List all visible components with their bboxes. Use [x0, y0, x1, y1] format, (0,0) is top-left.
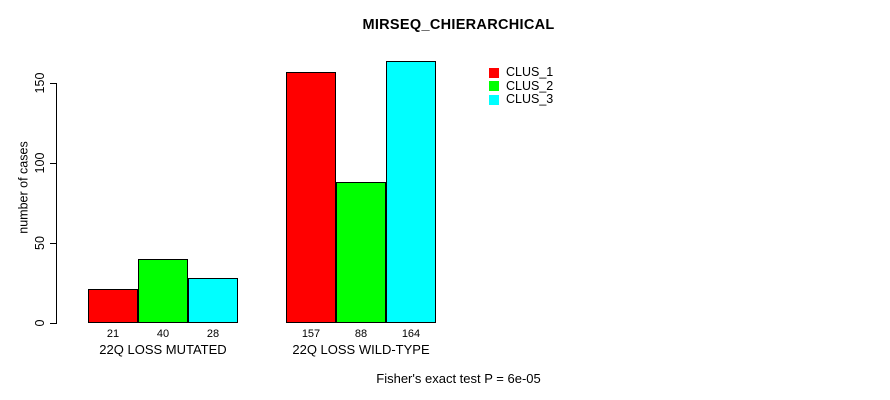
- chart-title: MIRSEQ_CHIERARCHICAL: [362, 17, 555, 33]
- y-tick-label: 150: [33, 72, 47, 94]
- legend-item: CLUS_3: [489, 93, 553, 107]
- legend-swatch-icon: [489, 81, 499, 92]
- legend-item: CLUS_2: [489, 78, 554, 94]
- legend-item: CLUS_1: [489, 66, 553, 80]
- legend-label: CLUS_3: [506, 92, 554, 107]
- legend-label: CLUS_2: [506, 78, 554, 93]
- legend-swatch-icon: [489, 94, 499, 105]
- y-tick-mark: [50, 243, 56, 244]
- group-label: 22Q LOSS MUTATED: [99, 342, 227, 357]
- bar-clus_1-group1: [88, 289, 138, 323]
- bar-value-label: 164: [401, 328, 421, 340]
- bar-clus_3-group1: [188, 278, 238, 323]
- bar-value-label: 28: [206, 328, 220, 340]
- bar-value-label: 21: [106, 328, 120, 340]
- bar-clus_3-group2: [386, 61, 436, 323]
- legend-label: CLUS_1: [506, 65, 554, 80]
- bar-clus_2-group2: [336, 182, 386, 323]
- stat-test-label: Fisher's exact test P = 6e-05: [376, 371, 541, 386]
- y-tick-label: 0: [33, 319, 47, 327]
- y-tick-label: 100: [33, 152, 47, 174]
- bar-value-label: 88: [354, 328, 368, 340]
- y-tick-mark: [50, 83, 56, 84]
- bar-value-label: 157: [301, 328, 321, 340]
- legend-swatch-icon: [489, 67, 499, 78]
- y-axis-line: [56, 83, 57, 324]
- y-tick-label: 50: [33, 236, 47, 250]
- y-tick-mark: [50, 323, 56, 324]
- bar-clus_2-group1: [138, 259, 188, 323]
- bar-clus_1-group2: [286, 72, 336, 323]
- legend: CLUS_1 CLUS_2 CLUS_3: [489, 66, 553, 107]
- group-label: 22Q LOSS WILD-TYPE: [292, 342, 430, 357]
- bar-value-label: 40: [156, 328, 170, 340]
- y-axis-label: number of cases: [16, 141, 31, 234]
- y-tick-mark: [50, 163, 56, 164]
